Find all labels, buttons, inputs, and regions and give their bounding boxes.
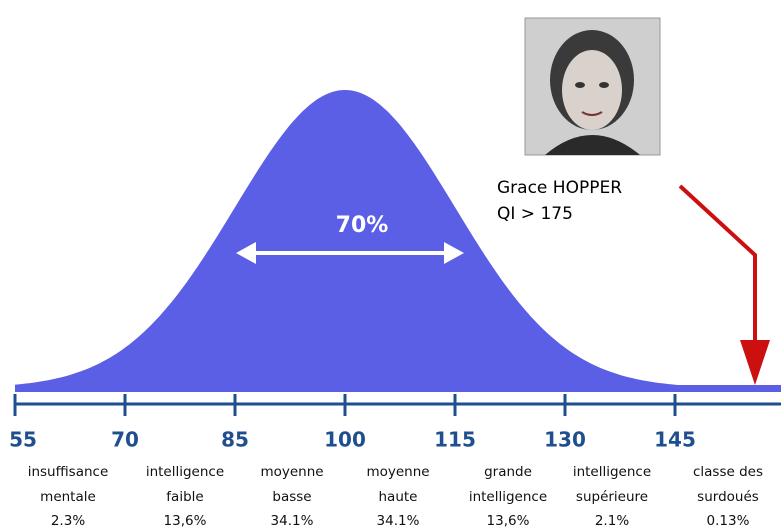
band-share: 2.3% [51,513,85,529]
band-label: intelligence [469,489,547,505]
tick-label: 70 [111,428,139,452]
infographic: 70% Grace HOPPER QI > 175 55 70 85 100 115 13… [0,0,781,532]
band-share: 34.1% [271,513,314,529]
band-share: 13,6% [487,513,530,529]
band-label: moyenne [260,464,323,480]
band-label: supérieure [576,489,648,505]
tick-label: 130 [544,428,586,452]
tick-label: 115 [434,428,476,452]
tick-label: 145 [654,428,696,452]
band-label: surdoués [697,489,759,505]
band-share: 0.13% [707,513,750,529]
band-share: 34.1% [377,513,420,529]
band-label: intelligence [146,464,224,480]
band-label: haute [379,489,418,505]
band-label: grande [484,464,532,480]
band-label: insuffisance [28,464,109,480]
pointer-arrow [680,186,770,385]
tick-label: 55 [9,428,37,452]
tick-label: 85 [221,428,249,452]
portrait [525,18,660,155]
person-iq: QI > 175 [497,204,573,224]
band-label: intelligence [573,464,651,480]
band-share: 13,6% [164,513,207,529]
band-label: moyenne [366,464,429,480]
band-share: 2.1% [595,513,629,529]
center-label: 70% [336,213,389,238]
band-label: faible [166,489,203,505]
band-label: basse [272,489,311,505]
band-label: classe des [693,464,763,480]
person-name: Grace HOPPER [497,178,622,198]
tick-label: 100 [324,428,366,452]
band-label: mentale [40,489,96,505]
